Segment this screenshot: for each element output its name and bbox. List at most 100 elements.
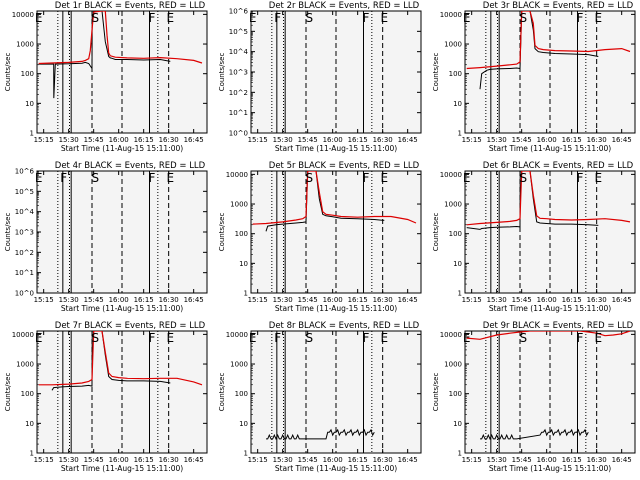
y-tick-label: 10 [239,420,248,428]
phase-marker: S [92,331,100,345]
y-axis-label: Counts/sec [218,53,226,92]
y-tick-label: 100 [21,70,34,78]
phase-marker: E [595,331,603,345]
y-tick-label: 1000 [16,41,34,49]
x-tick-label: 16:15 [348,456,368,464]
phase-marker: F [577,11,584,25]
y-tick-label: 10^2 [229,89,248,97]
x-tick-label: 15:45 [298,136,318,144]
y-tick-label: 10000 [226,171,248,179]
x-tick-label: 15:45 [512,296,532,304]
phase-marker: F [274,11,281,25]
y-tick-label: 10^1 [15,269,34,277]
panel-title: Det 2r BLACK = Events, RED = LLD [269,1,420,11]
y-tick-label: 10000 [226,331,248,339]
y-tick-label: 10^4 [229,48,249,56]
y-tick-label: 10 [453,420,462,428]
y-axis-label: Counts/sec [432,53,440,92]
phase-marker: S [92,171,100,185]
x-tick-label: 16:15 [134,136,154,144]
panel-title: Det 3r BLACK = Events, RED = LLD [483,1,634,11]
y-tick-label: 100 [21,390,34,398]
x-tick-label: 15:45 [84,136,104,144]
x-tick-label: 16:45 [398,136,418,144]
series-line [38,331,203,386]
y-tick-label: 10000 [440,171,462,179]
x-tick-label: 16:30 [159,136,179,144]
x-tick-label: 16:30 [587,136,607,144]
phase-marker: F [577,331,584,345]
x-tick-label: 15:30 [59,136,79,144]
y-tick-label: 10^3 [229,69,248,77]
panel-det3: Det 3r BLACK = Events, RED = LLD Counts/s… [432,1,636,153]
phase-marker: F [149,11,156,25]
x-tick-label: 16:30 [373,456,393,464]
y-tick-label: 100 [235,390,248,398]
phase-marker: F [149,331,156,345]
x-tick-label: 15:15 [34,296,54,304]
x-tick-label: 16:00 [109,456,129,464]
x-tick-label: 15:45 [298,296,318,304]
phase-marker: E [463,331,471,345]
phase-marker: S [306,11,314,25]
panel-title: Det 4r BLACK = Events, RED = LLD [55,161,206,171]
x-tick-label: 16:45 [184,136,204,144]
phase-marker: S [92,11,100,25]
phase-marker: S [306,331,314,345]
series-line [466,171,631,226]
phase-marker: E [35,331,43,345]
phase-marker: E [381,171,389,185]
x-tick-label: 16:00 [323,136,343,144]
x-tick-label: 16:15 [134,296,154,304]
phase-marker: F [60,171,67,185]
y-axis-label: Counts/sec [218,213,226,252]
x-tick-label: 16:15 [562,456,582,464]
panel-det6: Det 6r BLACK = Events, RED = LLD Counts/s… [432,161,636,313]
x-axis-label: Start Time (11-Aug-15 15:11:00) [489,464,611,473]
series-line [266,428,375,441]
x-tick-label: 16:00 [323,296,343,304]
x-tick-label: 15:45 [84,456,104,464]
x-tick-label: 16:15 [562,296,582,304]
y-tick-label: 10^0 [15,290,34,298]
y-tick-label: 10^6 [15,168,35,176]
phase-marker: E [381,11,389,25]
x-axis-label: Start Time (11-Aug-15 15:11:00) [275,464,397,473]
y-tick-label: 10 [453,100,462,108]
x-tick-label: 15:45 [512,456,532,464]
y-tick-label: 10^6 [229,8,249,16]
series-line [252,171,417,225]
series-line [466,11,631,70]
y-tick-label: 1000 [16,361,34,369]
x-axis-label: Start Time (11-Aug-15 15:11:00) [275,144,397,153]
x-tick-label: 16:00 [537,296,557,304]
phase-marker: E [463,171,471,185]
panel-det4: Det 4r BLACK = Events, RED = LLD Counts/s… [4,161,208,313]
x-tick-label: 16:30 [159,296,179,304]
phase-marker: E [35,11,43,25]
x-axis-label: Start Time (11-Aug-15 15:11:00) [61,304,183,313]
y-tick-label: 100 [449,70,462,78]
phase-marker: S [520,331,528,345]
phase-marker: E [167,331,175,345]
y-tick-label: 10^0 [229,130,248,138]
panel-det7: Det 7r BLACK = Events, RED = LLD Counts/s… [4,321,208,473]
x-tick-label: 15:15 [248,296,268,304]
y-tick-label: 10000 [440,11,462,19]
y-axis-label: Counts/sec [218,373,226,412]
x-tick-label: 16:15 [134,456,154,464]
panel-det8: Det 8r BLACK = Events, RED = LLD Counts/s… [218,321,422,473]
panel-title: Det 6r BLACK = Events, RED = LLD [483,161,634,171]
x-tick-label: 16:15 [562,136,582,144]
phase-marker: S [520,171,528,185]
phase-marker: E [249,11,257,25]
y-tick-label: 10^3 [15,229,34,237]
y-tick-label: 1 [244,450,248,458]
panel-title: Det 1r BLACK = Events, RED = LLD [55,1,206,11]
x-tick-label: 16:00 [109,296,129,304]
x-tick-label: 15:30 [487,296,507,304]
y-tick-label: 10^1 [229,109,248,117]
series-line [466,171,599,230]
x-tick-label: 15:45 [84,296,104,304]
